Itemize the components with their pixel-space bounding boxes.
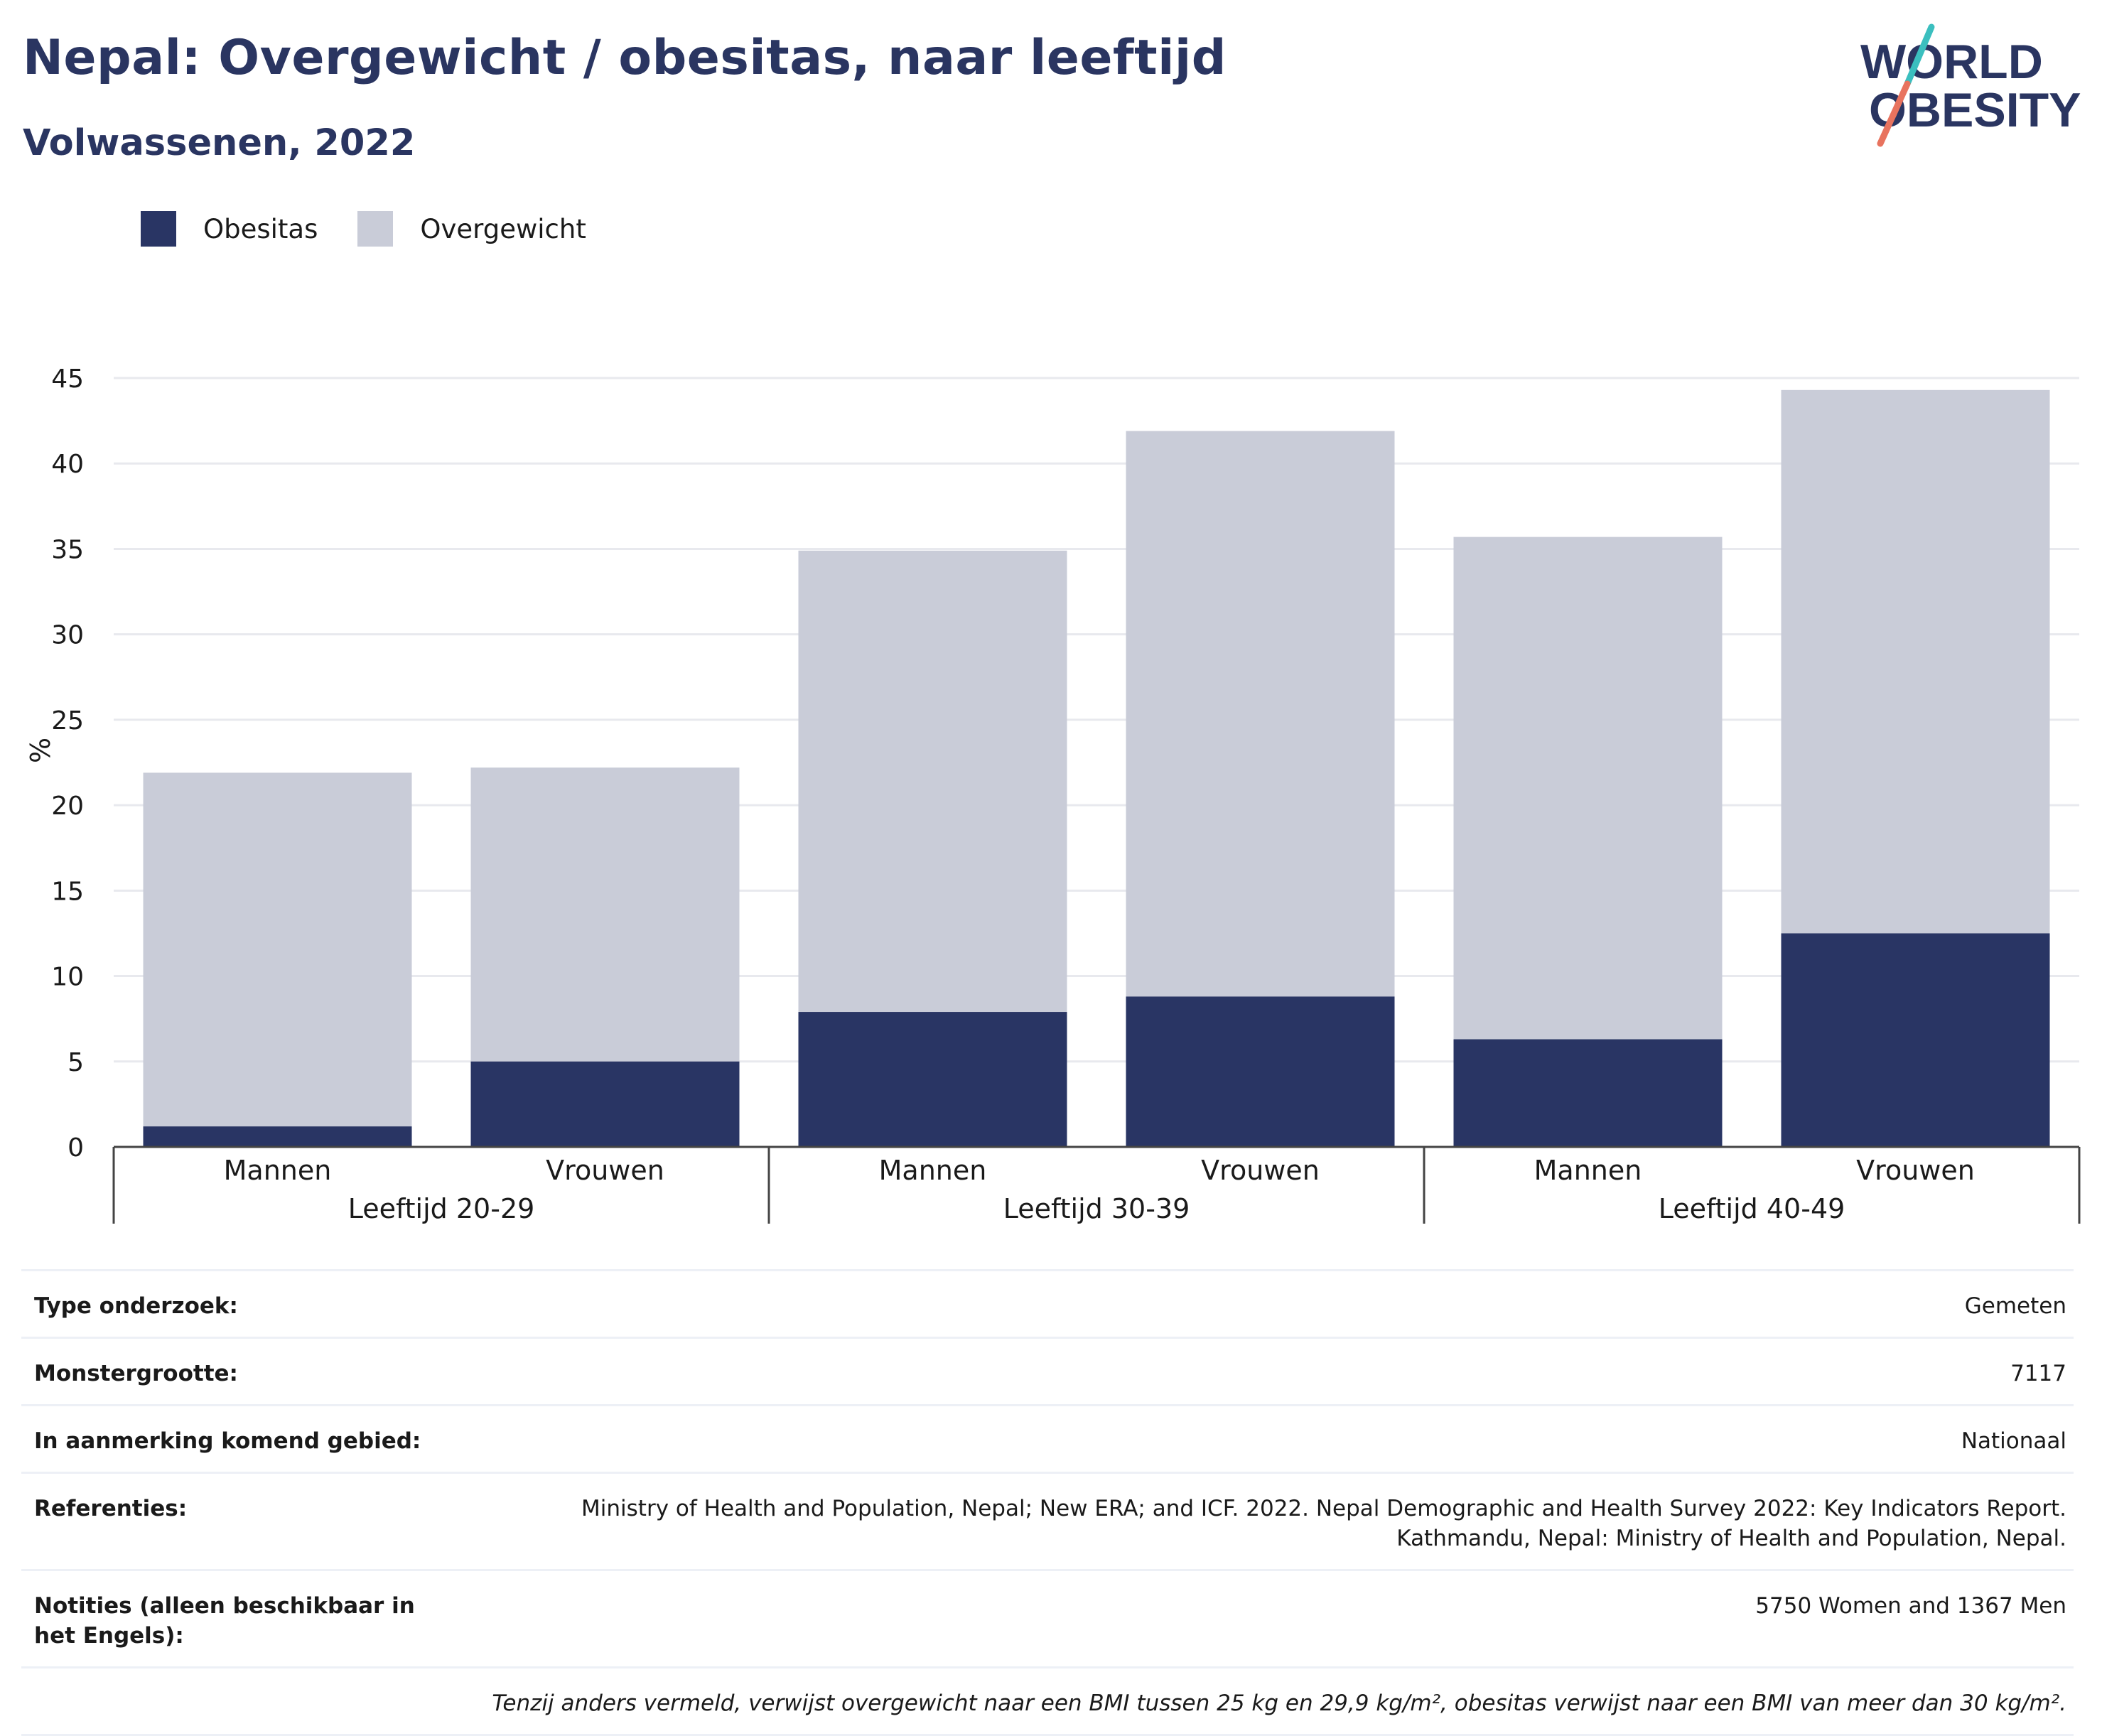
info-value: 5750 Women and 1367 Men bbox=[1755, 1593, 2066, 1619]
y-tick-label: 5 bbox=[68, 1048, 84, 1077]
x-category-label: Vrouwen bbox=[546, 1155, 664, 1186]
x-group-label: Leeftijd 30-39 bbox=[1003, 1193, 1190, 1224]
info-value: Nationaal bbox=[1961, 1428, 2066, 1454]
y-tick-label: 40 bbox=[51, 450, 84, 479]
info-row-survey-type: Type onderzoek: Gemeten bbox=[21, 1269, 2074, 1337]
y-tick-label: 15 bbox=[51, 877, 84, 906]
legend-swatch-overweight bbox=[357, 211, 394, 247]
y-tick-label: 0 bbox=[68, 1133, 84, 1163]
info-value: Ministry of Health and Population, Nepal… bbox=[581, 1496, 2066, 1551]
legend-label-overweight: Overgewicht bbox=[420, 213, 586, 244]
info-key: Notities (alleen beschikbaar in het Enge… bbox=[34, 1593, 415, 1649]
bar-obesity bbox=[798, 1012, 1067, 1147]
bar-obesity bbox=[1126, 996, 1395, 1147]
chart-legend: Obesitas Overgewicht bbox=[141, 207, 626, 250]
footnote-text: Tenzij anders vermeld, verwijst overgewi… bbox=[492, 1691, 2066, 1716]
page-title: Nepal: Overgewicht / obesitas, naar leef… bbox=[23, 30, 1227, 86]
y-axis-label: % bbox=[25, 738, 56, 763]
info-key: Type onderzoek: bbox=[34, 1293, 238, 1319]
bar-obesity bbox=[1781, 933, 2050, 1147]
x-group-label: Leeftijd 40-49 bbox=[1659, 1193, 1845, 1224]
info-row-references: Referenties: Ministry of Health and Popu… bbox=[21, 1472, 2074, 1569]
legend-label-obesity: Obesitas bbox=[203, 213, 318, 244]
world-obesity-logo: WORLD OBESITY bbox=[1860, 23, 2081, 147]
x-category-label: Mannen bbox=[879, 1155, 987, 1186]
bar-chart: 0 5 10 15 20 25 30 35 40 45% Mannen Vrouwen Mannen Vr… bbox=[25, 365, 2081, 1224]
survey-info-table: Type onderzoek: Gemeten Monstergrootte: … bbox=[21, 1269, 2074, 1736]
bar-overweight bbox=[470, 767, 740, 1062]
bar-overweight bbox=[143, 772, 412, 1127]
bar-obesity bbox=[143, 1126, 412, 1147]
y-tick-label: 30 bbox=[51, 621, 84, 650]
info-footnote: Tenzij anders vermeld, verwijst overgewi… bbox=[21, 1666, 2074, 1736]
info-row-sample-size: Monstergrootte: 7117 bbox=[21, 1337, 2074, 1404]
x-category-label: Mannen bbox=[224, 1155, 332, 1186]
info-row-area: In aanmerking komend gebied: Nationaal bbox=[21, 1404, 2074, 1472]
bar-obesity bbox=[1453, 1039, 1723, 1147]
bar-overweight bbox=[798, 550, 1067, 1013]
info-value: Gemeten bbox=[1964, 1293, 2066, 1319]
bar-obesity bbox=[470, 1061, 740, 1147]
bar-overweight bbox=[1781, 389, 2050, 934]
info-row-notes: Notities (alleen beschikbaar in het Enge… bbox=[21, 1569, 2074, 1666]
x-group-label: Leeftijd 20-29 bbox=[348, 1193, 535, 1224]
legend-item-overweight: Overgewicht bbox=[357, 211, 586, 247]
legend-swatch-obesity bbox=[141, 211, 176, 247]
info-key: Monstergrootte: bbox=[34, 1361, 238, 1386]
legend-item-obesity: Obesitas bbox=[141, 211, 318, 247]
info-key: Referenties: bbox=[34, 1496, 188, 1521]
page-subtitle: Volwassenen, 2022 bbox=[23, 122, 416, 164]
logo-line1: WORLD bbox=[1860, 35, 2043, 89]
y-tick-label: 35 bbox=[51, 535, 84, 564]
y-tick-label: 10 bbox=[51, 963, 84, 992]
x-category-label: Vrouwen bbox=[1856, 1155, 1975, 1186]
y-tick-label: 20 bbox=[51, 792, 84, 821]
x-category-label: Mannen bbox=[1534, 1155, 1642, 1186]
y-tick-label: 45 bbox=[51, 365, 84, 394]
info-value: 7117 bbox=[2010, 1361, 2066, 1386]
bar-overweight bbox=[1453, 537, 1723, 1040]
x-category-label: Vrouwen bbox=[1201, 1155, 1320, 1186]
y-tick-label: 25 bbox=[51, 706, 84, 735]
bar-overweight bbox=[1126, 431, 1395, 997]
info-key: In aanmerking komend gebied: bbox=[34, 1428, 421, 1454]
